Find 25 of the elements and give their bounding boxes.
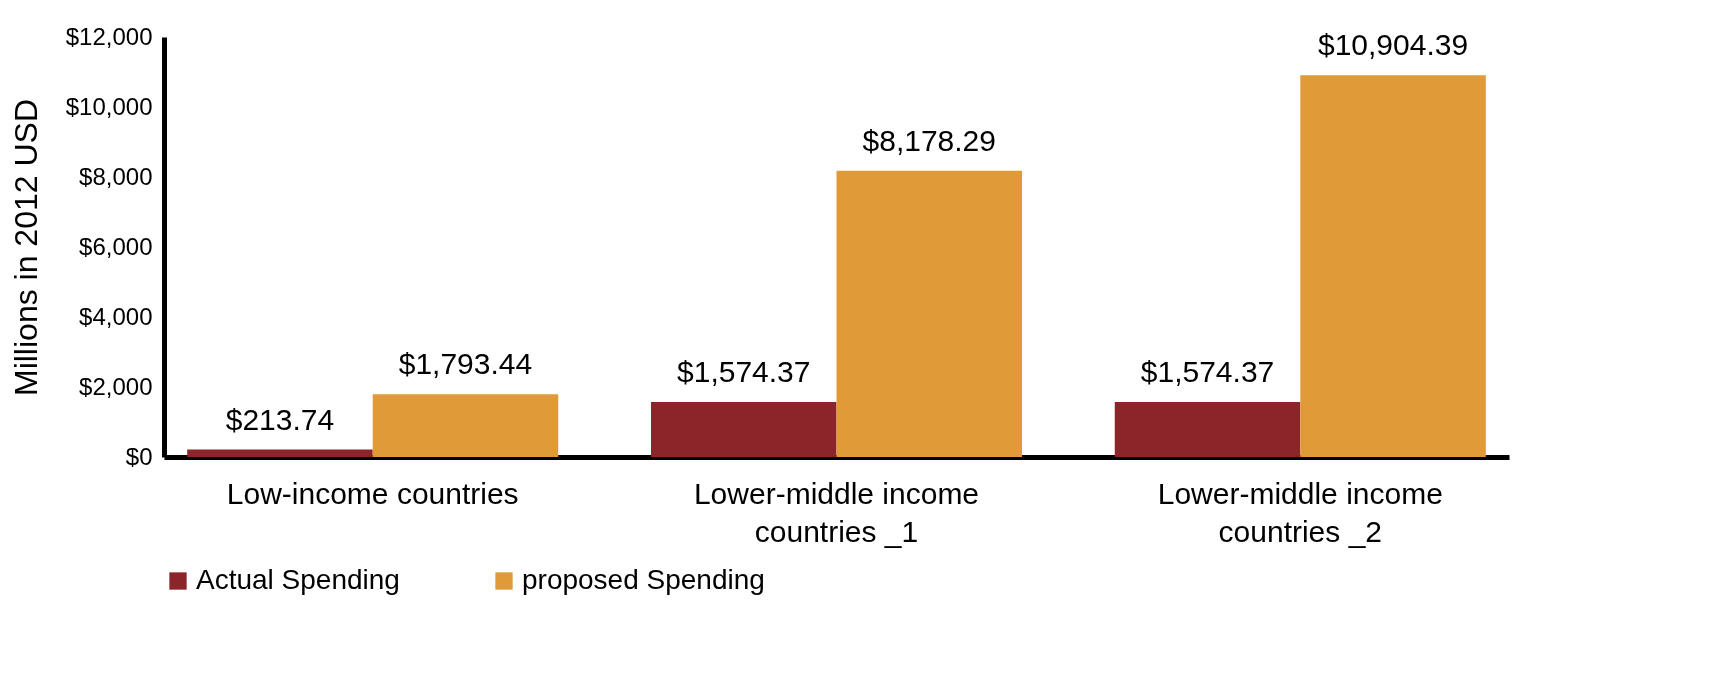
data-label: $213.74 bbox=[225, 402, 335, 436]
x-tick-label: Lower-middle income countries _2 bbox=[1157, 476, 1443, 548]
y-tick-label: $8,000 bbox=[79, 162, 153, 190]
bar bbox=[187, 449, 373, 457]
legend-label: proposed Spending bbox=[522, 564, 765, 595]
bar bbox=[1300, 75, 1486, 457]
y-tick-label: $6,000 bbox=[79, 232, 153, 260]
y-tick-label: $2,000 bbox=[79, 372, 153, 400]
legend-label: Actual Spending bbox=[196, 564, 400, 595]
data-label: $1,574.37 bbox=[1140, 354, 1275, 388]
data-label: $10,904.39 bbox=[1317, 28, 1469, 62]
y-tick-label: $4,000 bbox=[79, 302, 153, 330]
y-tick-label: $12,000 bbox=[65, 22, 153, 50]
data-label: $1,574.37 bbox=[677, 354, 811, 388]
y-axis-title: Millions in 2012 USD bbox=[7, 98, 44, 397]
bar bbox=[836, 170, 1023, 457]
data-label: $1,793.44 bbox=[398, 347, 533, 381]
y-tick-label: $0 bbox=[125, 442, 153, 470]
bar bbox=[372, 394, 559, 457]
data-label: $8,178.29 bbox=[862, 123, 996, 157]
y-tick-label: $10,000 bbox=[65, 92, 153, 120]
bar bbox=[650, 401, 837, 457]
x-tick-label: Lower-middle income countries _1 bbox=[693, 476, 980, 548]
bar bbox=[1114, 401, 1301, 457]
x-tick-label: Low-income countries bbox=[226, 476, 519, 510]
